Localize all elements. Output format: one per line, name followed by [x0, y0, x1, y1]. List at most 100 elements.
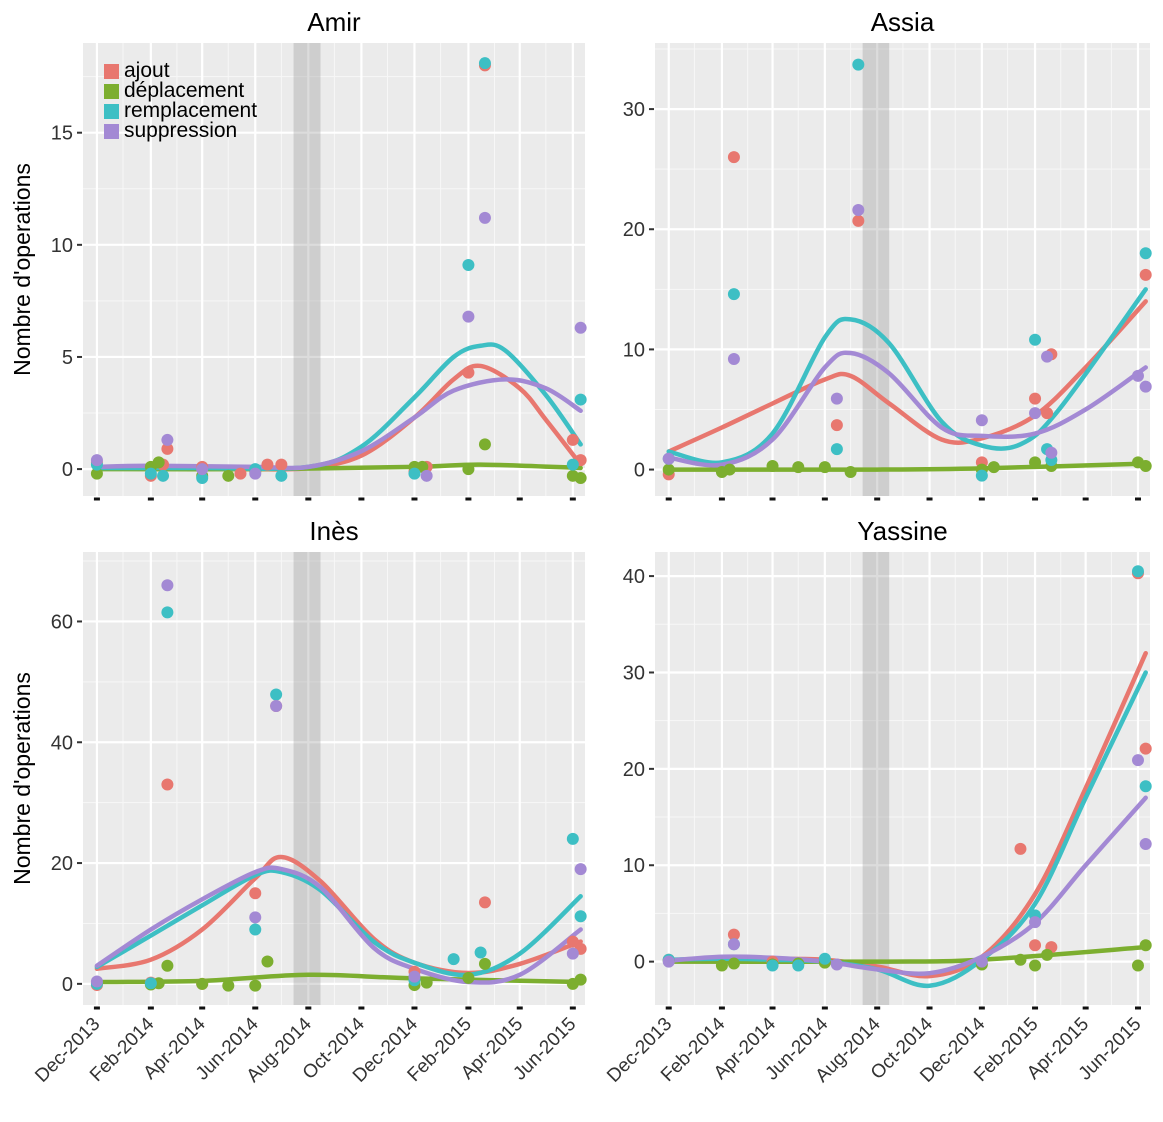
- y-tick-label: 15: [51, 123, 73, 145]
- legend-swatch: [104, 104, 119, 119]
- data-point-ajout: [830, 419, 843, 432]
- legend-label: remplacement: [124, 99, 257, 122]
- data-point-remplacement: [249, 923, 262, 936]
- y-tick-label: 0: [62, 974, 73, 996]
- data-point-suppression: [196, 463, 209, 476]
- data-point-déplacement: [478, 438, 491, 451]
- data-point-remplacement: [1139, 247, 1152, 260]
- panel-title: Assia: [871, 7, 935, 37]
- trend-line-déplacement: [94, 972, 583, 985]
- panel-2: Inès0204060Dec-2013Feb-2014Apr-2014Jun-2…: [31, 516, 587, 1087]
- data-point-déplacement: [818, 461, 831, 474]
- data-point-ajout: [1029, 939, 1042, 952]
- y-tick-label: 30: [623, 662, 645, 684]
- data-point-déplacement: [723, 463, 736, 476]
- data-point-suppression: [662, 452, 675, 465]
- data-point-ajout: [462, 366, 475, 379]
- data-point-déplacement: [222, 469, 235, 482]
- data-point-déplacement: [462, 971, 475, 984]
- panel-1: Assia 0 10 20 30: [623, 7, 1152, 501]
- data-point-remplacement: [474, 946, 487, 959]
- data-point-remplacement: [447, 953, 460, 966]
- data-point-remplacement: [1131, 565, 1144, 578]
- data-point-déplacement: [1029, 456, 1042, 469]
- data-point-déplacement: [1139, 459, 1152, 472]
- data-point-suppression: [1139, 838, 1152, 851]
- data-point-ajout: [249, 887, 262, 900]
- data-point-remplacement: [408, 467, 421, 480]
- highlight-band: [862, 552, 890, 1005]
- data-point-déplacement: [196, 977, 209, 990]
- panel-title: Yassine: [857, 516, 948, 546]
- trend-line-suppression: [666, 350, 1148, 468]
- panel-title: Amir: [307, 7, 361, 37]
- data-point-déplacement: [715, 959, 728, 972]
- data-point-ajout: [1029, 392, 1042, 405]
- data-point-suppression: [408, 970, 421, 983]
- data-point-suppression: [830, 958, 843, 971]
- data-point-suppression: [975, 414, 988, 427]
- highlight-band: [293, 552, 321, 1005]
- y-tick-label: 40: [623, 566, 645, 588]
- data-point-remplacement: [478, 57, 491, 70]
- legend-swatch: [104, 64, 119, 79]
- data-point-suppression: [161, 433, 174, 446]
- data-point-déplacement: [1131, 959, 1144, 972]
- data-point-déplacement: [90, 467, 103, 480]
- y-tick-label: 0: [62, 459, 73, 481]
- data-point-remplacement: [574, 910, 587, 923]
- data-point-ajout: [234, 467, 247, 480]
- data-point-ajout: [161, 778, 174, 791]
- data-point-suppression: [462, 310, 475, 323]
- data-point-déplacement: [1029, 959, 1042, 972]
- data-point-suppression: [727, 938, 740, 951]
- data-point-ajout: [1041, 407, 1054, 420]
- panel-title: Inès: [309, 516, 358, 546]
- data-point-déplacement: [1014, 953, 1027, 966]
- data-point-remplacement: [566, 458, 579, 471]
- data-point-suppression: [249, 911, 262, 924]
- data-point-déplacement: [416, 460, 429, 473]
- data-point-suppression: [1041, 350, 1054, 363]
- data-point-suppression: [270, 700, 283, 713]
- data-point-remplacement: [766, 959, 779, 972]
- data-point-déplacement: [261, 955, 274, 968]
- data-point-suppression: [1029, 916, 1042, 929]
- trend-line-remplacement: [666, 287, 1148, 466]
- data-point-suppression: [975, 955, 988, 968]
- data-point-suppression: [1139, 380, 1152, 393]
- data-point-ajout: [852, 214, 865, 227]
- y-tick-label: 60: [51, 611, 73, 633]
- data-point-déplacement: [222, 979, 235, 992]
- data-point-remplacement: [727, 288, 740, 301]
- legend-swatch: [104, 84, 119, 99]
- data-point-remplacement: [818, 952, 831, 965]
- data-point-suppression: [566, 947, 579, 960]
- data-point-suppression: [249, 467, 262, 480]
- y-axis-label: Nombre d'operations: [9, 672, 35, 885]
- data-point-déplacement: [249, 979, 262, 992]
- data-point-déplacement: [662, 463, 675, 476]
- panel-0: Amir 0 5 10 15: [51, 7, 587, 501]
- data-point-suppression: [852, 204, 865, 217]
- data-point-déplacement: [478, 957, 491, 970]
- legend-label: déplacement: [124, 79, 244, 102]
- data-point-déplacement: [766, 459, 779, 472]
- data-point-ajout: [275, 458, 288, 471]
- data-point-suppression: [161, 579, 174, 592]
- data-point-remplacement: [275, 469, 288, 482]
- data-point-suppression: [574, 321, 587, 334]
- data-point-remplacement: [574, 393, 587, 406]
- y-tick-label: 20: [623, 219, 645, 241]
- legend-label: suppression: [124, 119, 237, 142]
- data-point-suppression: [1029, 407, 1042, 420]
- data-point-suppression: [727, 353, 740, 366]
- data-point-déplacement: [161, 959, 174, 972]
- data-point-déplacement: [574, 472, 587, 485]
- trend-line-ajout: [666, 299, 1148, 454]
- data-point-remplacement: [852, 58, 865, 71]
- data-point-ajout: [727, 151, 740, 164]
